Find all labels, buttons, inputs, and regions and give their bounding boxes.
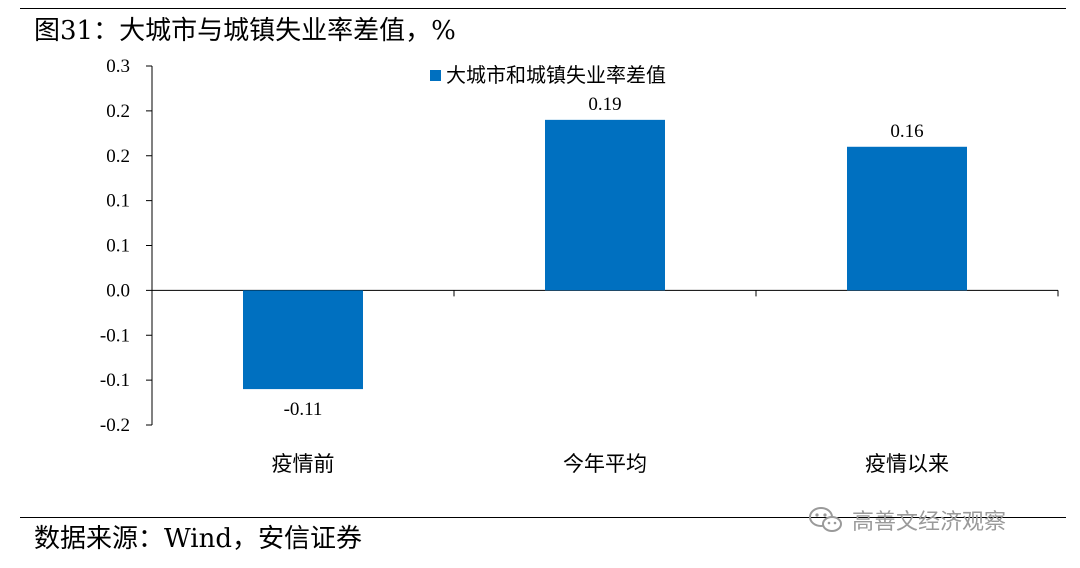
figure-title: 图31：大城市与城镇失业率差值，% [34,16,456,46]
watermark-text: 高善文经济观察 [852,510,1007,535]
y-tick-label: -0.1 [100,370,130,391]
y-tick-label: -0.2 [100,415,130,436]
legend-swatch [430,70,441,81]
y-tick-label: 0.1 [106,191,130,212]
bar-chart: 0.3 0.2 0.2 0.1 0.1 0.0 -0.1 -0.1 -0.2 -0.11 疫情前 0… [100,56,1059,476]
bar [243,290,363,390]
watermark: 高善文经济观察 [808,500,1058,540]
bottom-rule [20,517,1066,518]
chart-bars [243,119,967,390]
y-tick-label: 0.3 [106,56,130,77]
y-tick-label: -0.1 [100,325,130,346]
chart-labels: -0.11 疫情前 0.19 今年平均 0.16 疫情以来 [272,94,950,476]
data-label: 0.19 [588,94,621,115]
chart-axes: 0.3 0.2 0.2 0.1 0.1 0.0 -0.1 -0.1 -0.2 [100,56,1059,436]
legend-label: 大城市和城镇失业率差值 [446,63,666,87]
y-tick-label: 0.2 [106,101,130,122]
chart-legend: 大城市和城镇失业率差值 [430,63,666,87]
source-note: 数据来源：Wind，安信证券 [34,524,362,554]
wechat-icon [809,507,842,532]
y-tick-label: 0.0 [106,280,130,301]
bar [545,119,665,291]
category-label: 疫情以来 [865,452,949,476]
data-label: -0.11 [284,399,323,420]
y-tick-label: 0.2 [106,146,130,167]
data-label: 0.16 [890,121,923,142]
y-tick-label: 0.1 [106,236,130,257]
category-label: 疫情前 [272,452,335,476]
category-label: 今年平均 [563,452,647,476]
top-rule [20,8,1066,9]
bar [847,146,967,291]
